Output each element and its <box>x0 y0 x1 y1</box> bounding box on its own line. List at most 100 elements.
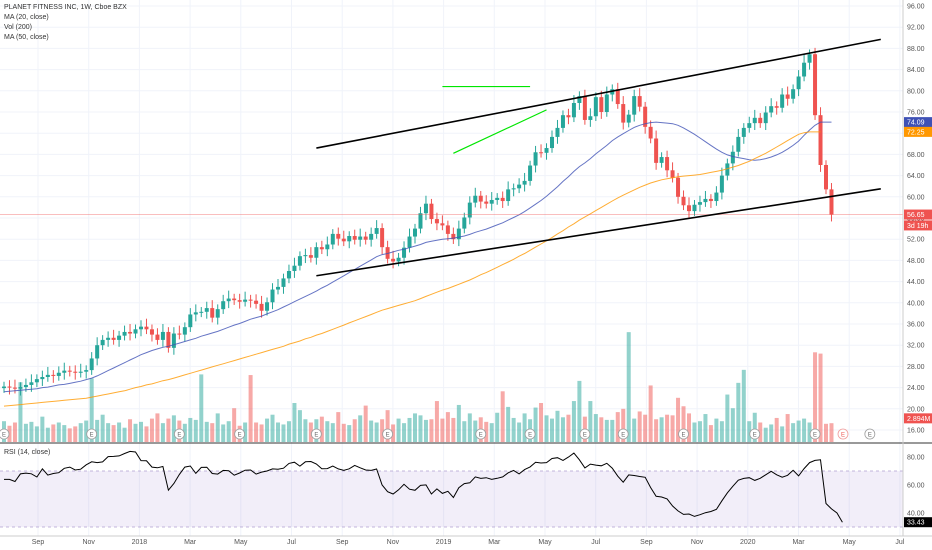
price-tick-label: 80.00 <box>907 88 925 95</box>
volume-bar <box>577 380 582 442</box>
rsi-badge <box>904 517 932 528</box>
volume-bar <box>802 418 807 442</box>
candle-body <box>604 94 609 112</box>
price-tick-label: 16.00 <box>907 428 925 435</box>
volume-bar <box>413 413 417 442</box>
trendline-channel-bottom <box>316 188 881 277</box>
volume-bar <box>297 410 302 442</box>
candle-body <box>741 127 746 137</box>
candle-body <box>210 308 215 318</box>
candle-body <box>62 370 67 373</box>
time-tick-label: Mar <box>488 539 501 546</box>
volume-bar <box>210 423 215 442</box>
volume-bar <box>204 421 209 442</box>
earnings-label: E <box>314 433 318 439</box>
time-tick-label: Nov <box>691 539 704 546</box>
volume-bar <box>363 405 368 442</box>
earnings-label: E <box>621 433 625 439</box>
volume-bar <box>495 412 500 442</box>
volume-bar <box>829 423 834 442</box>
volume-bar <box>243 422 248 442</box>
earnings-marker <box>0 428 10 440</box>
candle-body <box>341 238 346 242</box>
volume-bar <box>380 419 385 442</box>
volume-bar <box>599 417 604 442</box>
price-tick-label: 84.00 <box>907 67 925 74</box>
volume-bar <box>637 411 642 442</box>
candle-body <box>522 180 527 185</box>
price-tick-label: 68.00 <box>907 152 925 159</box>
earnings-markers[interactable]: E E E E E E E E E E E E E EE <box>0 428 876 440</box>
legend-rsi[interactable]: RSI (14, close) <box>4 449 51 456</box>
candle-body <box>363 236 368 240</box>
candle-body <box>215 309 220 318</box>
candle-body <box>122 331 127 336</box>
candle-body <box>818 115 823 165</box>
price-tick-label: 44.00 <box>907 279 925 286</box>
time-tick-label: 2020 <box>740 539 756 546</box>
earnings-label: E <box>386 433 390 439</box>
ma50-line <box>3 131 821 407</box>
time-tick-label: May <box>234 539 248 546</box>
candle-body <box>582 96 587 120</box>
candle-body <box>330 233 335 245</box>
price-badge-label: 56.65 <box>907 212 925 219</box>
volume-bar <box>265 418 270 442</box>
volume-bar <box>796 420 801 442</box>
legend-volume[interactable]: Vol (200) <box>4 24 33 31</box>
volume-bar <box>752 412 757 442</box>
candle-body <box>259 303 264 311</box>
price-tick-label: 40.00 <box>907 300 925 307</box>
candle-body <box>626 114 631 123</box>
candle-body <box>462 217 467 229</box>
price-tick-label: 60.00 <box>907 194 925 201</box>
candle-body <box>478 195 483 202</box>
earnings-label: E <box>682 433 686 439</box>
time-tick-label: Mar <box>792 539 805 546</box>
trendline-drawings[interactable] <box>316 38 881 277</box>
candle-body <box>314 247 319 258</box>
candle-body <box>56 372 61 376</box>
volume-bar <box>818 353 823 442</box>
volume-bar <box>325 421 330 442</box>
price-badge-label: 74.09 <box>907 120 925 127</box>
earnings-label: E <box>479 433 483 439</box>
candle-body <box>325 244 330 250</box>
earnings-marker <box>234 428 246 440</box>
volume-bar <box>199 374 204 442</box>
candle-body <box>29 382 34 385</box>
volume-bar <box>484 421 489 442</box>
volume-bar <box>188 417 193 442</box>
candle-body <box>434 219 439 224</box>
price-tick-label: 48.00 <box>907 258 925 265</box>
volume-bar <box>73 426 78 442</box>
candle-body <box>380 228 385 248</box>
volume-bar <box>182 423 187 442</box>
volume-bar <box>445 412 450 442</box>
candle-body <box>500 197 505 202</box>
candle-body <box>670 170 675 178</box>
volume-bar <box>780 426 785 442</box>
candle-body <box>232 298 237 301</box>
candle-body <box>676 177 681 197</box>
volume-bar <box>506 406 511 442</box>
earnings-marker <box>382 428 394 440</box>
earnings-marker <box>809 428 821 440</box>
volume-bar <box>232 408 237 442</box>
candle-body <box>336 233 341 239</box>
candle-body <box>391 258 396 262</box>
candle-body <box>533 152 538 166</box>
legend-ma50[interactable]: MA (50, close) <box>4 34 49 41</box>
legend-ma20[interactable]: MA (20, close) <box>4 14 49 21</box>
volume-bar <box>139 421 143 442</box>
volume-bar <box>56 422 61 442</box>
volume-bar <box>385 410 390 442</box>
volume-bar <box>281 424 286 442</box>
price-tick-label: 76.00 <box>907 110 925 117</box>
price-badge-label: 2.894M <box>907 416 931 423</box>
candle-body <box>221 301 226 310</box>
volume-bar <box>697 421 702 442</box>
earnings-marker <box>617 428 629 440</box>
volume-bar <box>155 413 160 442</box>
